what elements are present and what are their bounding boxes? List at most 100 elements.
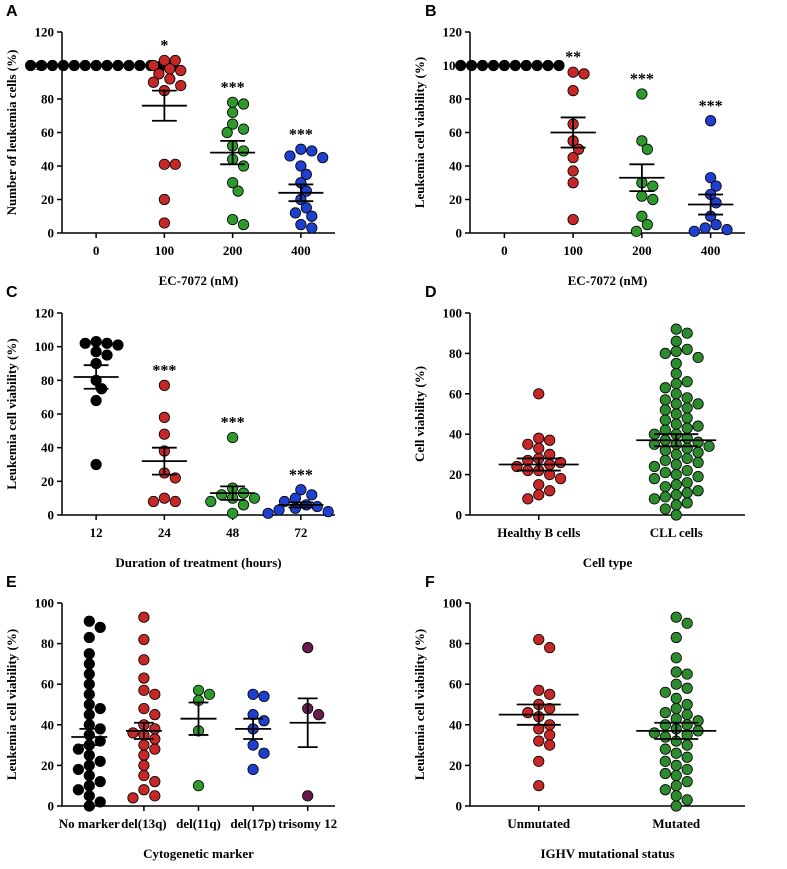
x-tick-label: 200 <box>223 243 243 258</box>
data-point <box>164 63 176 75</box>
data-point <box>688 225 700 237</box>
data-point <box>262 507 274 519</box>
x-tick-label: 200 <box>632 243 652 258</box>
data-point <box>670 666 682 678</box>
data-point <box>659 394 671 406</box>
data-point <box>138 749 150 761</box>
data-point <box>149 790 161 802</box>
data-point <box>692 715 704 727</box>
data-point <box>659 707 671 719</box>
y-tick-label: 40 <box>41 440 54 455</box>
x-tick-label: 72 <box>294 525 307 540</box>
data-point <box>258 690 270 702</box>
data-point <box>247 739 259 751</box>
data-point <box>670 759 682 772</box>
y-tick-label: 20 <box>41 474 54 489</box>
y-tick-label: 40 <box>449 717 462 732</box>
data-point <box>90 394 102 407</box>
data-point <box>659 719 671 731</box>
y-tick-label: 100 <box>35 339 55 354</box>
data-point <box>306 222 318 234</box>
data-point <box>567 66 579 78</box>
data-point <box>94 796 106 808</box>
data-point <box>158 492 170 504</box>
data-point <box>567 152 579 164</box>
data-point <box>705 172 717 184</box>
y-tick-label: 80 <box>449 92 462 107</box>
data-point <box>572 143 585 155</box>
data-point <box>567 165 579 177</box>
data-point <box>476 59 489 72</box>
data-point <box>542 59 554 72</box>
data-point <box>533 684 545 696</box>
data-point <box>670 408 682 420</box>
data-point <box>317 152 329 164</box>
data-point <box>692 420 704 432</box>
data-point <box>533 489 545 501</box>
data-point <box>94 621 106 633</box>
data-point <box>670 345 682 357</box>
data-point <box>544 642 556 654</box>
data-point <box>533 479 545 491</box>
significance: *** <box>289 467 313 484</box>
data-point <box>681 668 693 680</box>
data-point <box>83 698 95 711</box>
data-point <box>149 743 161 755</box>
y-axis-label: Leukemia cell viability (%) <box>412 57 427 208</box>
data-point <box>670 692 682 705</box>
y-tick-label: 40 <box>41 717 54 732</box>
data-point <box>221 126 233 139</box>
data-point <box>670 747 682 759</box>
x-axis-label: Cytogenetic marker <box>143 846 254 861</box>
data-point <box>169 158 181 170</box>
x-tick-label: del(17p) <box>230 816 276 831</box>
y-tick-label: 80 <box>449 346 462 361</box>
data-point <box>134 59 146 72</box>
data-point <box>123 59 135 72</box>
data-point <box>659 414 671 426</box>
data-point <box>237 123 250 135</box>
data-point <box>237 499 250 511</box>
significance: *** <box>152 362 176 379</box>
panel-label: F <box>425 574 435 591</box>
data-point <box>670 499 682 511</box>
y-tick-label: 100 <box>35 596 55 611</box>
data-point <box>112 59 124 72</box>
data-point <box>83 668 95 680</box>
data-point <box>237 160 250 172</box>
data-point <box>311 500 323 513</box>
data-point <box>306 210 318 222</box>
x-tick-label: Healthy B cells <box>497 525 580 540</box>
data-point <box>681 477 693 489</box>
data-point <box>681 794 693 806</box>
data-point <box>670 367 682 380</box>
data-point <box>692 485 704 497</box>
data-point <box>681 402 693 414</box>
data-point <box>641 219 653 231</box>
y-tick-label: 20 <box>449 758 462 773</box>
data-point <box>692 446 704 458</box>
data-point <box>138 654 150 666</box>
data-point <box>237 98 250 110</box>
data-point <box>670 357 682 370</box>
data-point <box>94 776 106 788</box>
data-point <box>648 460 661 473</box>
y-tick-label: 0 <box>456 508 463 523</box>
data-point <box>670 631 682 644</box>
data-point <box>258 747 270 759</box>
data-point <box>670 780 682 792</box>
data-point <box>466 59 478 72</box>
significance: *** <box>630 71 654 88</box>
data-point <box>681 751 693 763</box>
data-point <box>630 225 643 237</box>
y-tick-label: 80 <box>41 373 54 388</box>
data-point <box>670 378 682 390</box>
data-point <box>498 59 510 72</box>
data-point <box>90 458 102 471</box>
data-point <box>554 473 567 485</box>
data-point <box>681 392 693 404</box>
data-point <box>149 723 161 735</box>
data-point <box>648 493 661 505</box>
x-tick-label: 400 <box>701 243 721 258</box>
data-point <box>659 491 671 503</box>
